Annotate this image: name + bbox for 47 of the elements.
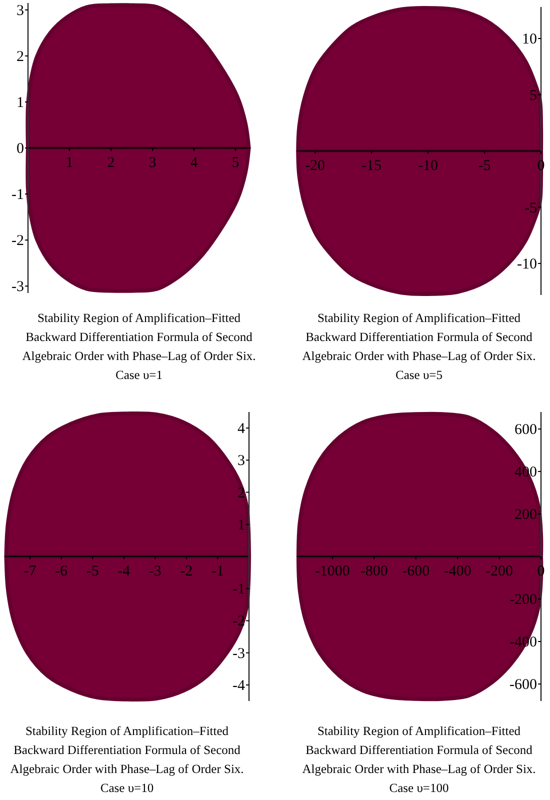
x-tick-label: -20 xyxy=(305,158,326,174)
y-tick-label: 5 xyxy=(530,88,537,104)
y-tick-label: 10 xyxy=(522,32,537,48)
x-tick-label: -400 xyxy=(444,564,472,580)
x-tick-label: 3 xyxy=(148,155,156,171)
y-tick-label: 2 xyxy=(238,485,245,502)
y-tick-label: 2 xyxy=(16,48,24,65)
y-tick-label: -3 xyxy=(232,646,245,662)
y-tick-label: 3 xyxy=(238,453,245,470)
y-tick-label: -4 xyxy=(232,678,246,694)
y-tick-label: -3 xyxy=(12,279,24,296)
x-tick-label: -800 xyxy=(360,564,388,580)
x-tick-label: -5 xyxy=(86,564,99,580)
x-tick-label: -1000 xyxy=(314,564,350,580)
x-tick-label: -1 xyxy=(211,564,224,580)
y-tick-label: 1 xyxy=(238,517,245,534)
text: Stability Region of Amplification–Fitted Backward Differentiation Formula of Second Algebraic Order with Phase–Lag of Order Six. Case υ=5 xyxy=(302,311,536,382)
y-tick-label: -200 xyxy=(510,592,537,608)
text: Stability Region of Amplification–Fitted Backward Differentiation Formula of Second Algebraic Order with Phase–Lag of Order Six. Case υ=1 xyxy=(22,311,256,382)
y-tick-label: -1 xyxy=(12,187,24,204)
x-tick-label: -3 xyxy=(148,564,162,580)
x-tick-label: 2 xyxy=(107,155,115,171)
x-tick-label: -6 xyxy=(55,564,68,580)
y-tick-label: 0 xyxy=(16,141,24,157)
x-tick-label: 4 xyxy=(190,155,198,171)
x-tick-label: -10 xyxy=(418,158,438,174)
y-tick-label: -10 xyxy=(517,256,537,272)
x-tick-label: -5 xyxy=(478,158,491,174)
y-tick-label: 4 xyxy=(238,421,246,438)
text: Stability Region of Amplification–Fitted Backward Differentiation Formula of Second Algebraic Order with Phase–Lag of Order Six. Case υ=10 xyxy=(10,724,244,795)
x-tick-label: -200 xyxy=(486,564,514,580)
y-tick-label: -2 xyxy=(232,614,245,630)
y-tick-label: -1 xyxy=(232,582,245,598)
x-tick-label: -7 xyxy=(24,564,37,580)
y-tick-label: 1 xyxy=(16,94,24,111)
x-tick-label: -4 xyxy=(118,564,131,580)
y-tick-label: -600 xyxy=(510,677,537,693)
y-tick-label: -2 xyxy=(12,233,24,250)
y-tick-label: 3 xyxy=(16,2,24,19)
y-tick-label: -5 xyxy=(524,200,537,216)
y-tick-label: 200 xyxy=(514,507,537,523)
text: Stability Region of Amplification–Fitted Backward Differentiation Formula of Second Algebraic Order with Phase–Lag of Order Six. Case υ=100 xyxy=(302,724,536,795)
x-tick-label: -2 xyxy=(180,564,193,580)
x-tick-label: -600 xyxy=(402,564,430,580)
y-tick-label: 600 xyxy=(514,422,537,438)
x-tick-label: 1 xyxy=(66,155,74,171)
x-tick-label: -15 xyxy=(362,158,382,174)
